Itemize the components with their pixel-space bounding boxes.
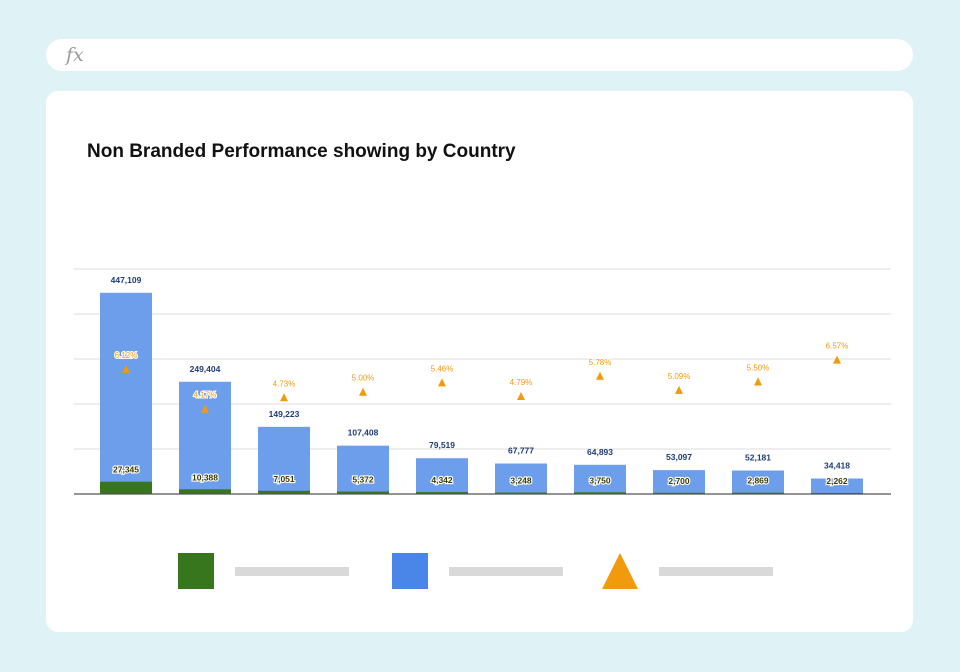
rate-marker — [359, 387, 367, 396]
legend-swatch — [178, 553, 214, 589]
formula-bar[interactable]: fx — [46, 39, 913, 71]
bar-nonbranded — [653, 492, 705, 494]
bar-total — [416, 458, 468, 494]
rate-marker — [438, 378, 446, 387]
bar-nonbranded-label: 27,345 — [113, 465, 139, 475]
rate-label: 6.12% — [115, 351, 138, 360]
bar-total-label: 107,408 — [348, 428, 379, 438]
legend-label-placeholder — [659, 567, 773, 576]
bar-nonbranded-label: 2,700 — [668, 476, 690, 486]
rate-marker — [675, 385, 683, 394]
rate-marker — [201, 404, 209, 413]
rate-label: 6.57% — [826, 342, 849, 351]
bar-total — [258, 426, 310, 494]
bar-nonbranded-label: 5,372 — [352, 475, 374, 485]
bar-nonbranded-label: 7,051 — [273, 474, 295, 484]
bar-nonbranded-label: 2,869 — [747, 476, 769, 486]
bar-nonbranded — [574, 492, 626, 494]
bar-total-label: 53,097 — [666, 452, 692, 462]
rate-marker — [833, 355, 841, 364]
rate-marker — [122, 364, 130, 373]
rate-label: 5.78% — [589, 358, 612, 367]
bar-nonbranded — [416, 492, 468, 494]
chart-card[interactable]: Non Branded Performance showing by Count… — [46, 91, 913, 632]
bar-nonbranded-label: 10,388 — [192, 472, 218, 482]
rate-label: 5.09% — [668, 372, 691, 381]
bar-nonbranded — [179, 489, 231, 494]
legend-label-placeholder — [235, 567, 349, 576]
bar-total — [574, 464, 626, 494]
rate-label: 4.73% — [273, 379, 296, 388]
rate-label: 4.79% — [510, 378, 533, 387]
bar-total — [179, 381, 231, 494]
bar-total-label: 149,223 — [269, 409, 300, 419]
bar-total-label: 79,519 — [429, 440, 455, 450]
bar-total-label: 34,418 — [824, 461, 850, 471]
rate-marker — [517, 392, 525, 401]
rate-marker — [280, 393, 288, 402]
bar-nonbranded-label: 3,248 — [510, 476, 532, 486]
rate-marker — [596, 371, 604, 380]
bar-total-label: 64,893 — [587, 447, 613, 457]
legend-label-placeholder — [449, 567, 563, 576]
rate-label: 4.17% — [194, 391, 217, 400]
bar-nonbranded — [100, 481, 152, 494]
fx-icon: fx — [66, 44, 84, 66]
bar-total-label: 67,777 — [508, 446, 534, 456]
rate-marker — [754, 377, 762, 386]
bar-nonbranded-label: 4,342 — [431, 475, 453, 485]
bar-nonbranded — [495, 492, 547, 494]
bar-total-label: 249,404 — [190, 364, 221, 374]
bar-total-label: 447,109 — [111, 275, 142, 285]
bar-total — [653, 470, 705, 494]
rate-label: 5.46% — [431, 364, 454, 373]
bar-total-label: 52,181 — [745, 453, 771, 463]
bar-nonbranded-label: 2,262 — [826, 476, 848, 486]
legend-swatch — [392, 553, 428, 589]
bar-total — [811, 478, 863, 494]
rate-label: 5.00% — [352, 374, 375, 383]
chart-title: Non Branded Performance showing by Count… — [87, 141, 516, 162]
bar-nonbranded-label: 3,750 — [589, 475, 611, 485]
legend-swatch — [602, 553, 638, 589]
bar-nonbranded — [732, 492, 784, 494]
bar-nonbranded — [337, 491, 389, 494]
bar-total — [100, 292, 152, 494]
bar-nonbranded — [258, 490, 310, 494]
combo-chart[interactable]: 447,109 27,345 6.12% 249,404 10,388 4.17% 149,… — [46, 91, 913, 632]
bar-total — [732, 470, 784, 494]
bar-total — [337, 445, 389, 494]
bar-total — [495, 463, 547, 494]
rate-label: 5.50% — [747, 364, 770, 373]
